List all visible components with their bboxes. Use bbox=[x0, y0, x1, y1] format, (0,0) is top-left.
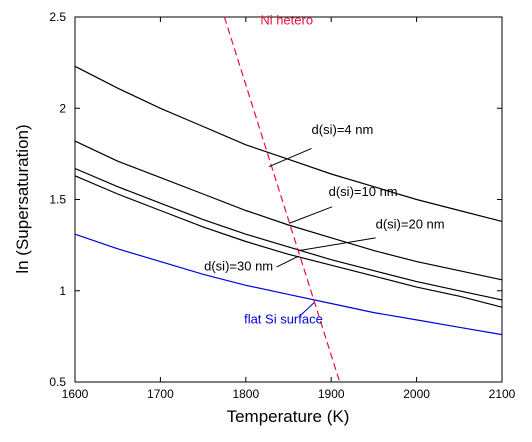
x-tick-label: 1700 bbox=[147, 387, 174, 401]
ticks: 1600 1700 1800 1900 2000 2100 0.5 1 1.5 2 2.5 bbox=[49, 10, 515, 401]
x-axis-title: Temperature (K) bbox=[227, 407, 350, 426]
x-tick-label: 1800 bbox=[232, 387, 259, 401]
annotation-label-5: flat Si surface bbox=[244, 312, 323, 327]
y-tick-label: 2 bbox=[59, 101, 66, 115]
annotation-label-3: d(si)=20 nm bbox=[376, 217, 445, 232]
annotation-label-1: d(si)=4 nm bbox=[312, 122, 374, 137]
y-axis-title: ln (Supersaturation) bbox=[13, 124, 32, 273]
leader-lines bbox=[268, 147, 376, 317]
series-line-3 bbox=[74, 175, 503, 308]
annotations: Ni hetero d(si)=4 nm d(si)=10 nm d(si)=20 n… bbox=[204, 12, 444, 326]
series-group bbox=[74, 16, 503, 383]
leader-line-2 bbox=[289, 206, 333, 224]
series-line-4 bbox=[74, 233, 503, 336]
x-tick-label: 1900 bbox=[318, 387, 345, 401]
plot-frame bbox=[74, 16, 503, 383]
leader-line-4 bbox=[276, 255, 299, 268]
series-line-2 bbox=[74, 167, 503, 301]
x-tick-label: 2100 bbox=[489, 387, 516, 401]
x-tick-label: 2000 bbox=[403, 387, 430, 401]
annotation-label-0: Ni hetero bbox=[260, 12, 313, 27]
annotation-label-4: d(si)=30 nm bbox=[204, 259, 273, 274]
y-tick-label: 0.5 bbox=[49, 375, 66, 389]
leader-line-3 bbox=[298, 237, 376, 252]
series-line-1 bbox=[74, 140, 503, 281]
leader-line-5 bbox=[299, 302, 315, 317]
series-line-0 bbox=[74, 65, 503, 222]
y-tick-label: 1 bbox=[59, 284, 66, 298]
annotation-label-2: d(si)=10 nm bbox=[329, 184, 398, 199]
x-tick-label: 1600 bbox=[62, 387, 89, 401]
leader-line-1 bbox=[268, 147, 312, 168]
y-tick-label: 2.5 bbox=[49, 10, 66, 24]
series-line-5 bbox=[223, 16, 341, 383]
y-tick-label: 1.5 bbox=[49, 193, 66, 207]
